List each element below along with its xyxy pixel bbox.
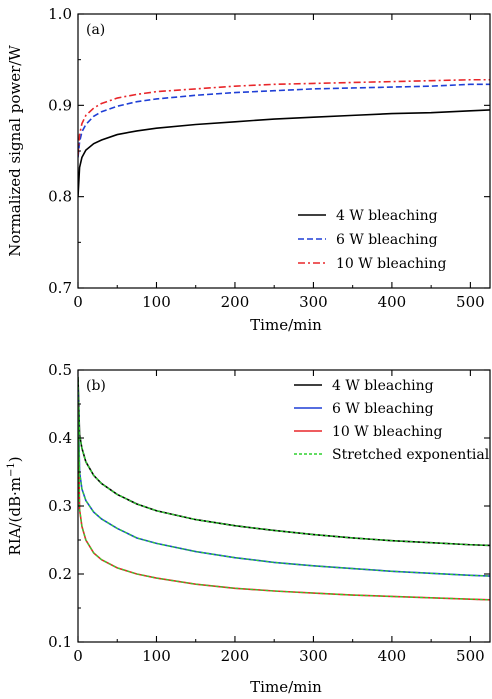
x-tick-label: 200	[221, 647, 250, 665]
y-tick-label: 0.4	[48, 429, 72, 447]
legend-label: 4 W bleaching	[332, 378, 434, 394]
fit-line-2	[78, 386, 490, 577]
y-axis-title: Normalized signal power/W	[6, 45, 24, 257]
x-tick-label: 300	[299, 293, 328, 311]
x-tick-label: 500	[456, 647, 485, 665]
legend-label: Stretched exponential fit	[332, 447, 492, 463]
y-axis-title: RIA/(dB·m−1)	[6, 456, 24, 555]
legend-label: 10 W bleaching	[332, 424, 443, 440]
x-tick-label: 400	[378, 647, 407, 665]
x-tick-label: 0	[73, 293, 83, 311]
y-tick-label: 0.3	[48, 497, 72, 515]
y-tick-label: 1.0	[48, 5, 72, 23]
x-tick-label: 0	[73, 647, 83, 665]
series-line-10-w-bleaching	[78, 78, 490, 156]
x-tick-label: 100	[142, 647, 171, 665]
y-tick-label: 0.2	[48, 565, 72, 583]
chart-panel-b: 0 100 200 300 400 500 0.1 0.2 0.3 0.4 0.5 (b) Time/m…	[6, 361, 492, 696]
panel-label: (a)	[86, 22, 105, 38]
x-tick-label: 200	[221, 293, 250, 311]
y-tick-label: 0.9	[48, 96, 72, 114]
x-tick-label: 500	[456, 293, 485, 311]
legend-label: 6 W bleaching	[332, 401, 434, 417]
y-tick-label: 0.7	[48, 279, 72, 297]
x-axis-title: Time/min	[250, 316, 322, 334]
series-line-4-w-bleaching	[78, 109, 490, 197]
y-tick-label: 0.5	[48, 361, 72, 379]
x-tick-label: 400	[378, 293, 407, 311]
x-tick-label: 100	[142, 293, 171, 311]
fit-line-3	[78, 403, 490, 601]
chart-panel-a: 0 100 200 300 400 500 0.7 0.8 0.9 1.0 (a) Time/min N…	[6, 5, 491, 334]
x-axis-title: Time/min	[250, 678, 322, 696]
y-tick-label: 0.1	[48, 633, 72, 651]
legend-label: 6 W bleaching	[336, 232, 438, 248]
y-tick-label: 0.8	[48, 188, 72, 206]
series-line-4-w-bleaching	[78, 376, 490, 547]
panel-label: (b)	[86, 378, 106, 394]
x-tick-label: 300	[299, 647, 328, 665]
legend-label: 4 W bleaching	[336, 208, 438, 224]
legend-label: 10 W bleaching	[336, 256, 447, 272]
series-line-6-w-bleaching	[78, 83, 490, 158]
